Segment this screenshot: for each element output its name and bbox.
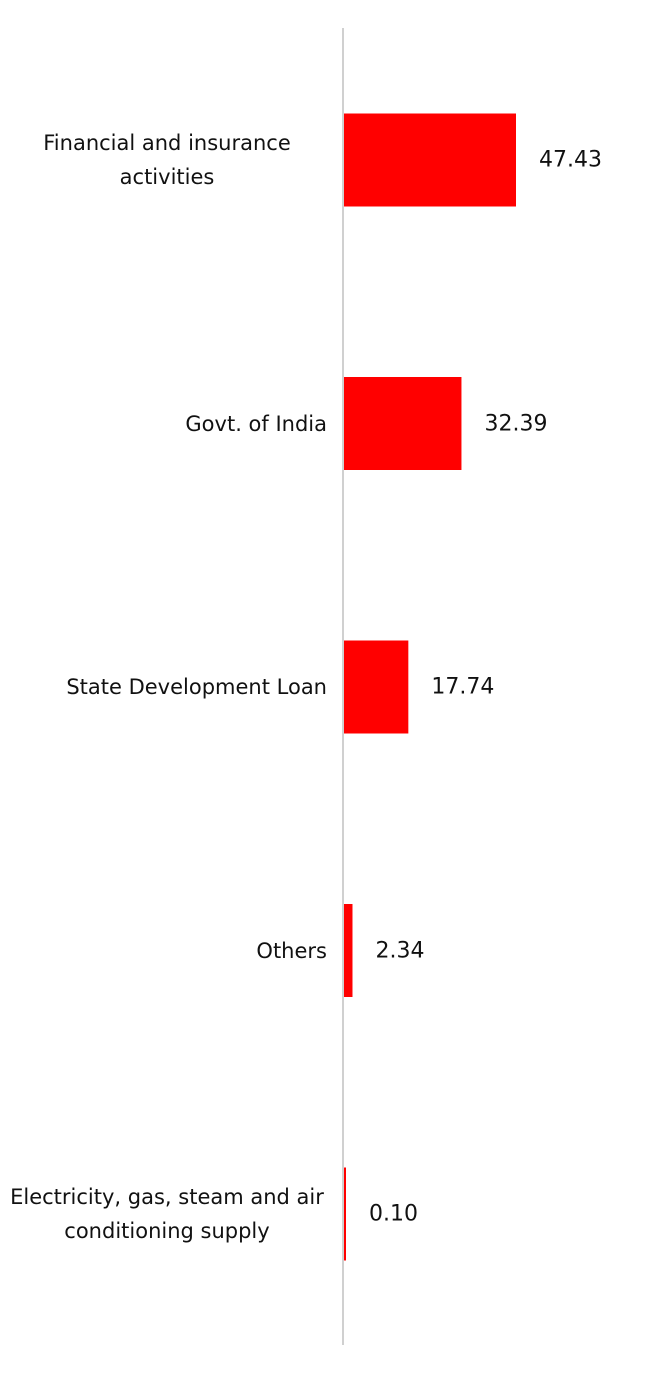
category-label-text: Electricity, gas, steam and air conditio… [10, 1185, 324, 1243]
value-label: 32.39 [484, 411, 548, 436]
category-label-text: Govt. of India [185, 411, 327, 436]
bar [344, 113, 516, 207]
bar [344, 904, 353, 997]
value-label: 0.10 [369, 1201, 418, 1227]
category-label: Govt. of India [185, 407, 327, 441]
category-label-text: Financial and insurance activities [43, 131, 291, 189]
bar [344, 377, 462, 470]
category-label: Others [256, 934, 327, 968]
category-label: State Development Loan [66, 670, 327, 704]
category-label: Electricity, gas, steam and air conditio… [7, 1180, 327, 1248]
bar [344, 640, 409, 734]
value-label: 17.74 [431, 674, 495, 700]
bar [344, 1167, 346, 1261]
category-label: Financial and insurance activities [7, 126, 327, 194]
category-label-text: Others [256, 938, 327, 963]
value-label: 2.34 [375, 938, 425, 963]
category-label-text: State Development Loan [66, 675, 327, 699]
value-label: 47.43 [539, 147, 602, 173]
